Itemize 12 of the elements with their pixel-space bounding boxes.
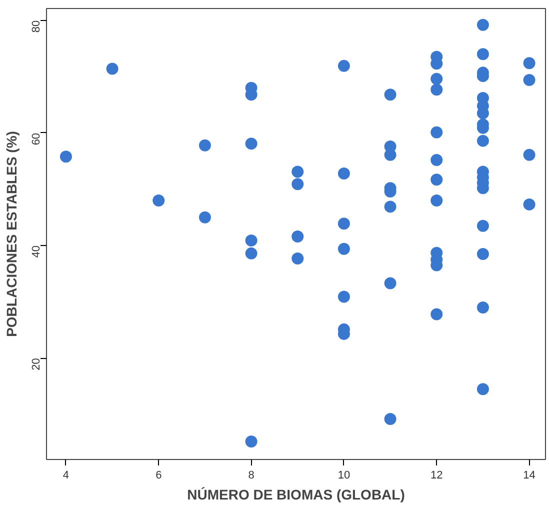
x-axis-title: NÚMERO DE BIOMAS (GLOBAL) [187,486,405,502]
x-tick-label: 14 [523,470,536,482]
y-tick-label: 20 [30,358,42,370]
x-tick-label: 6 [156,470,162,482]
x-tick-label: 12 [430,470,443,482]
x-tick-label: 4 [62,470,70,482]
y-tick-label: 40 [30,246,42,258]
y-tick-label: 80 [30,20,42,33]
x-tick-label: 10 [338,470,350,482]
x-tick-label: 8 [248,470,254,482]
y-tick-label: 60 [30,132,42,146]
y-axis-title: POBLACIONES ESTABLES (%) [4,131,20,337]
